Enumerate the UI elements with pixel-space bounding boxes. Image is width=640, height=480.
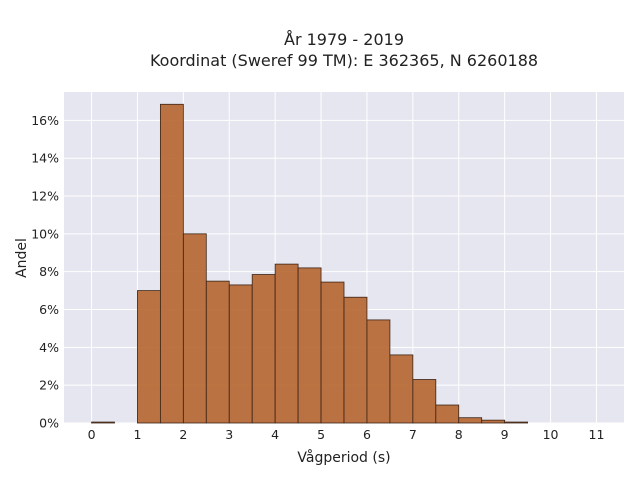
histogram-bar	[182, 233, 207, 424]
histogram-bar	[297, 267, 322, 424]
histogram-bar	[137, 290, 161, 424]
y-tick-label: 14%	[31, 151, 59, 166]
histogram-bar	[205, 280, 230, 424]
x-tick-label: 3	[225, 427, 233, 442]
histogram-bar	[159, 103, 184, 424]
x-tick-label: 8	[455, 427, 463, 442]
bars	[91, 103, 529, 424]
x-tick-label: 11	[589, 427, 605, 442]
histogram-bar	[366, 319, 391, 424]
x-tick-labels: 0 1 2 3 4 5 6 7 8 9 10 11	[88, 427, 605, 442]
histogram-bar	[435, 404, 460, 424]
x-tick-label: 7	[409, 427, 417, 442]
x-tick-label: 10	[543, 427, 559, 442]
y-tick-label: 16%	[31, 113, 59, 128]
histogram-bar	[481, 419, 506, 424]
x-axis-label: Vågperiod (s)	[297, 449, 390, 466]
histogram-bar	[343, 296, 368, 424]
x-tick-label: 4	[271, 427, 279, 442]
y-tick-label: 2%	[39, 378, 59, 393]
y-tick-label: 8%	[39, 264, 59, 279]
x-tick-label: 6	[363, 427, 371, 442]
histogram-bar	[251, 274, 276, 424]
histogram-bar	[389, 354, 414, 424]
histogram-bar	[274, 263, 299, 424]
x-tick-label: 1	[133, 427, 141, 442]
histogram-bar	[228, 284, 253, 424]
x-tick-label: 0	[88, 427, 96, 442]
histogram-bar	[504, 421, 529, 424]
x-tick-label: 5	[317, 427, 325, 442]
histogram-bar	[320, 281, 345, 424]
x-tick-label: 2	[179, 427, 187, 442]
y-axis-label: Andel	[14, 238, 30, 278]
y-tick-label: 0%	[39, 416, 59, 431]
y-tick-label: 12%	[31, 189, 59, 204]
y-tick-label: 10%	[31, 226, 59, 241]
y-tick-labels: 0% 2% 4% 6% 8% 10% 12% 14% 16%	[31, 113, 59, 431]
histogram-bar	[412, 379, 437, 424]
histogram-bar	[458, 417, 483, 424]
y-tick-label: 6%	[39, 302, 59, 317]
y-tick-label: 4%	[39, 340, 59, 355]
chart-title-line1: År 1979 - 2019	[284, 30, 404, 49]
histogram-bar	[91, 421, 115, 424]
x-tick-label: 9	[501, 427, 509, 442]
chart-title-line2: Koordinat (Sweref 99 TM): E 362365, N 62…	[150, 51, 538, 70]
